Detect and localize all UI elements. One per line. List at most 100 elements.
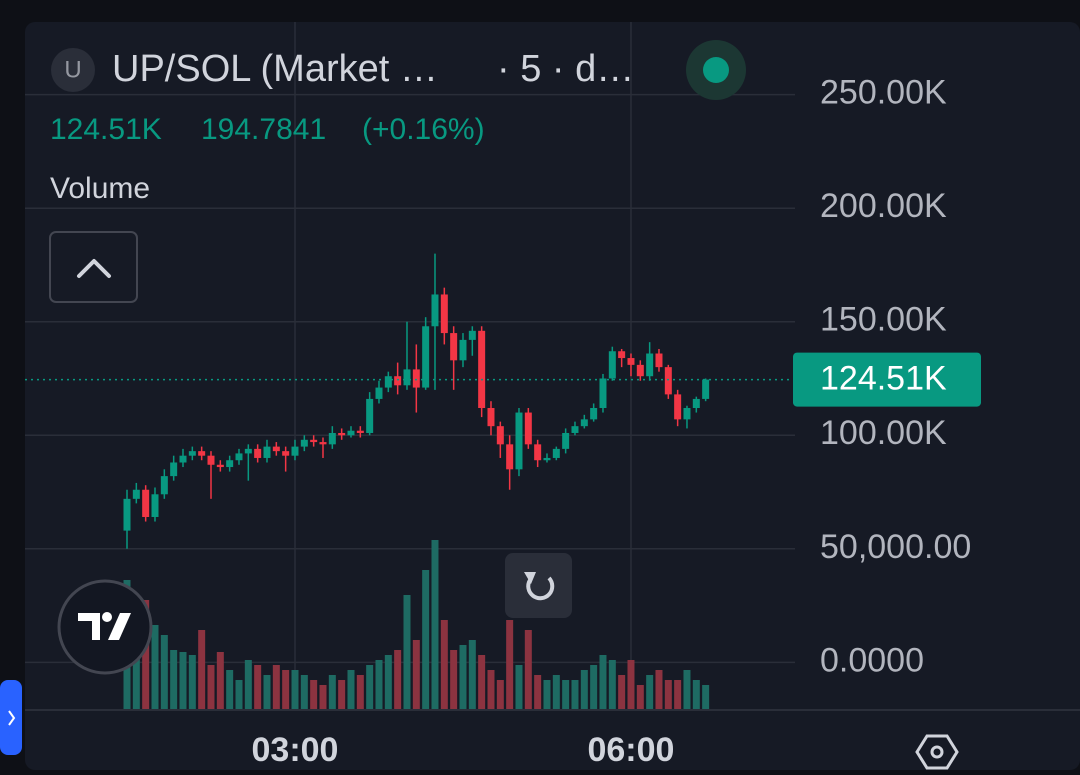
volume-bar (254, 665, 262, 710)
candle-body (562, 432, 570, 449)
candle-body (319, 442, 327, 445)
candle-body (664, 367, 672, 395)
volume-bar (692, 680, 700, 710)
ohlc-value: 194.7841 (201, 113, 326, 146)
candle-body (142, 489, 150, 517)
candle-body (291, 446, 299, 456)
volume-bar (515, 665, 523, 710)
candle-body (384, 376, 392, 388)
ohlc-change: (+0.16%) (362, 113, 485, 146)
candle-body (244, 448, 252, 454)
volume-bar (459, 645, 467, 710)
logo-mark (102, 612, 112, 622)
candle-body (515, 412, 523, 470)
symbol-icon-letter: U (64, 56, 81, 83)
y-tick-label: 0.0000 (820, 641, 924, 679)
candle-body (636, 364, 644, 377)
candle-body (207, 455, 215, 465)
volume-bar (412, 640, 420, 710)
candle-body (543, 457, 551, 461)
volume-bar (375, 660, 383, 710)
candle-body (412, 369, 420, 388)
candle-body (188, 451, 196, 456)
indicator-name[interactable]: Volume (50, 172, 150, 205)
volume-bar (636, 685, 644, 710)
candle-body (254, 448, 262, 458)
volume-bar (328, 675, 336, 710)
volume-bar (450, 650, 458, 710)
symbol-name[interactable]: UP/SOL (Market … (112, 48, 438, 90)
reset-button[interactable] (505, 553, 572, 618)
volume-bar (468, 640, 476, 710)
volume-bar (431, 540, 439, 710)
interval[interactable]: · 5 · d… (497, 48, 634, 90)
volume-bar (627, 660, 635, 710)
candle-body (272, 446, 280, 452)
candle-body (394, 376, 402, 386)
volume-bar (496, 680, 504, 710)
volume-bar (235, 680, 243, 710)
volume-bar (534, 675, 542, 710)
volume-bar (674, 680, 682, 710)
candle-body (599, 378, 607, 409)
volume-bar (282, 670, 290, 710)
chart-panel (25, 22, 1080, 770)
candle-body (440, 294, 448, 334)
volume-bar (179, 652, 187, 710)
volume-bar (618, 675, 626, 710)
volume-bar (608, 660, 616, 710)
reset-icon-arrow (524, 572, 536, 584)
candle-body (552, 448, 560, 458)
candle-body (216, 464, 224, 468)
candle-body (487, 408, 495, 427)
volume-bar (272, 665, 280, 710)
y-tick-label: 200.00K (820, 187, 947, 225)
candle-body (655, 353, 663, 368)
status-dot (703, 57, 729, 83)
volume-bar (366, 665, 374, 710)
volume-bar (571, 680, 579, 710)
logo[interactable] (57, 579, 153, 675)
volume-bar (478, 655, 486, 710)
candle-body (459, 339, 467, 361)
volume-bar (590, 665, 598, 710)
volume-bar (683, 670, 691, 710)
volume-bar (356, 675, 364, 710)
y-tick-label: 50,000.00 (820, 528, 971, 566)
axes: 0.0000 50,000.00 100.00K 150.00K 200.00K 250.… (25, 74, 1080, 769)
volume-bar (487, 670, 495, 710)
volume-bar (216, 652, 224, 710)
candle-body (618, 351, 626, 359)
last-price-label: 124.51K (820, 360, 947, 398)
candle-body (263, 446, 271, 458)
candle-body (478, 330, 486, 409)
volume-bar (198, 630, 206, 710)
volume-bar (655, 670, 663, 710)
candle-body (422, 326, 430, 388)
candle-body (506, 444, 514, 470)
candle-body (366, 398, 374, 433)
volume-bar (244, 660, 252, 710)
symbol-icon (51, 48, 95, 92)
candle-body (375, 387, 383, 399)
volume-bar (543, 680, 551, 710)
side-tab[interactable] (0, 680, 22, 755)
volume-bar (580, 670, 588, 710)
candle-body (226, 460, 234, 468)
x-tick-label: 06:00 (587, 731, 674, 769)
volume-bar (300, 675, 308, 710)
volume-bar (384, 655, 392, 710)
settings-icon (930, 745, 944, 759)
logo-mark (78, 613, 100, 640)
collapse-button[interactable] (49, 231, 138, 303)
y-tick-label: 250.00K (820, 74, 947, 112)
candle-body (674, 394, 682, 420)
candle-body (160, 476, 168, 495)
candle-body (179, 455, 187, 463)
volume-bar (207, 665, 215, 710)
candle-body (496, 426, 504, 445)
x-tick-label: 03:00 (252, 731, 339, 769)
volume-bar (646, 675, 654, 710)
candle-body (198, 451, 206, 456)
settings-icon[interactable] (915, 734, 959, 770)
